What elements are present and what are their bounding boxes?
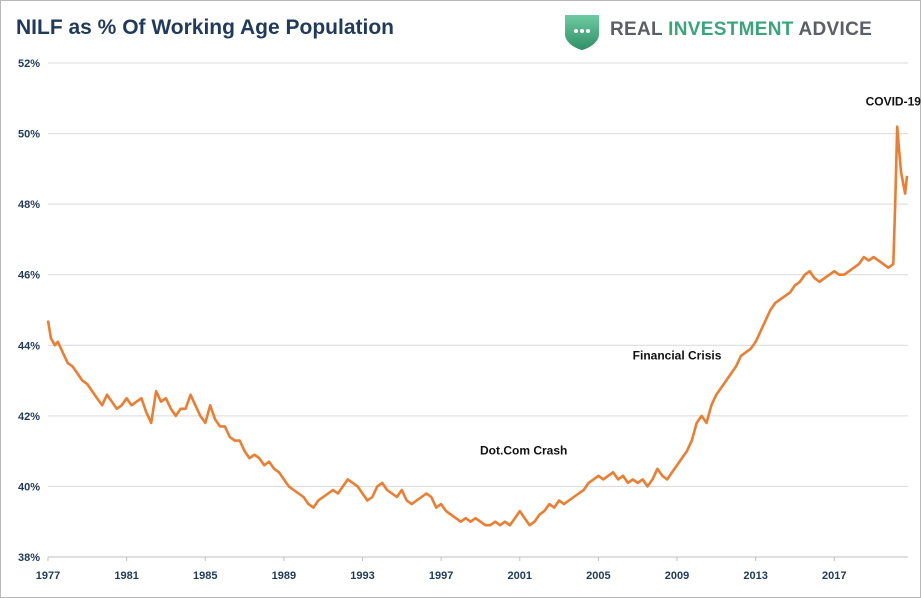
x-tick-label: 1989: [272, 570, 296, 582]
y-tick-label: 38%: [18, 552, 40, 564]
x-tick-label: 2005: [586, 570, 610, 582]
brand-logo: REAL INVESTMENT ADVICE: [562, 12, 892, 52]
y-tick-label: 50%: [18, 129, 40, 141]
brand-word-real: REAL: [610, 19, 663, 40]
brand-word-investment: INVESTMENT: [668, 19, 794, 40]
x-tick-label: 2017: [822, 570, 846, 582]
x-tick-label: 1985: [193, 570, 217, 582]
annotation-label: Dot.Com Crash: [480, 444, 567, 458]
x-tick-label: 1977: [36, 570, 60, 582]
annotation-label: COVID-19: [866, 94, 921, 108]
y-tick-label: 48%: [18, 199, 40, 211]
y-tick-label: 52%: [18, 58, 40, 70]
y-axis-ticks: 38% 40% 42% 44% 46% 48% 50% 52%: [18, 58, 40, 564]
annotations: Dot.Com Crash Financial Crisis COVID-19: [480, 94, 921, 457]
x-tick-label: 1981: [114, 570, 138, 582]
x-tick-label: 2009: [665, 570, 689, 582]
x-tick-label: 2013: [743, 570, 767, 582]
y-tick-label: 44%: [18, 340, 40, 352]
x-axis-ticks: 1977 1981 1985 1989 1993 1997 2001 2005 2009 2013…: [36, 557, 847, 582]
y-tick-label: 46%: [18, 270, 40, 282]
chart-title: NILF as % Of Working Age Population: [16, 16, 395, 39]
y-tick-label: 40%: [18, 481, 40, 493]
x-tick-label: 1993: [350, 570, 374, 582]
grid-lines: [48, 62, 908, 487]
brand-name: REAL INVESTMENT ADVICE: [610, 19, 872, 41]
shield-ellipsis-icon: [565, 15, 599, 50]
brand-word-advice: ADVICE: [798, 19, 873, 40]
series-line: [46, 125, 909, 527]
x-tick-label: 2001: [508, 570, 532, 582]
y-tick-label: 42%: [18, 411, 40, 423]
x-tick-label: 1997: [429, 570, 453, 582]
annotation-label: Financial Crisis: [633, 348, 722, 362]
